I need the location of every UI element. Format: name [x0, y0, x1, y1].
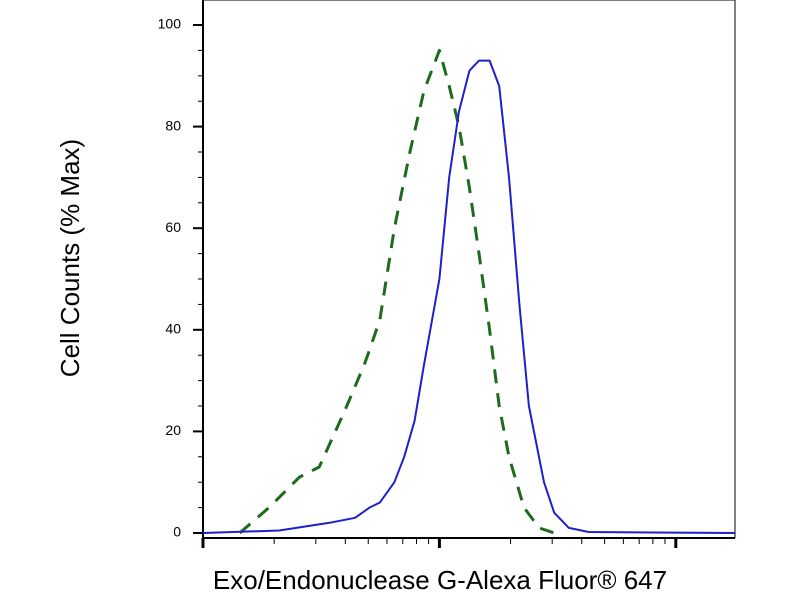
- data-line: [238, 48, 555, 535]
- y-tick-label: 100: [158, 16, 182, 32]
- x-axis-title: Exo/Endonuclease G-Alexa Fluor® 647: [213, 565, 667, 595]
- y-tick-label: 0: [173, 524, 181, 540]
- y-tick-label: 20: [165, 422, 181, 438]
- y-axis-title: Cell Counts (% Max): [55, 139, 85, 377]
- y-tick-label: 80: [165, 117, 181, 133]
- y-tick-label: 40: [165, 321, 181, 337]
- data-line: [202, 59, 735, 534]
- y-tick-label: 60: [165, 219, 181, 235]
